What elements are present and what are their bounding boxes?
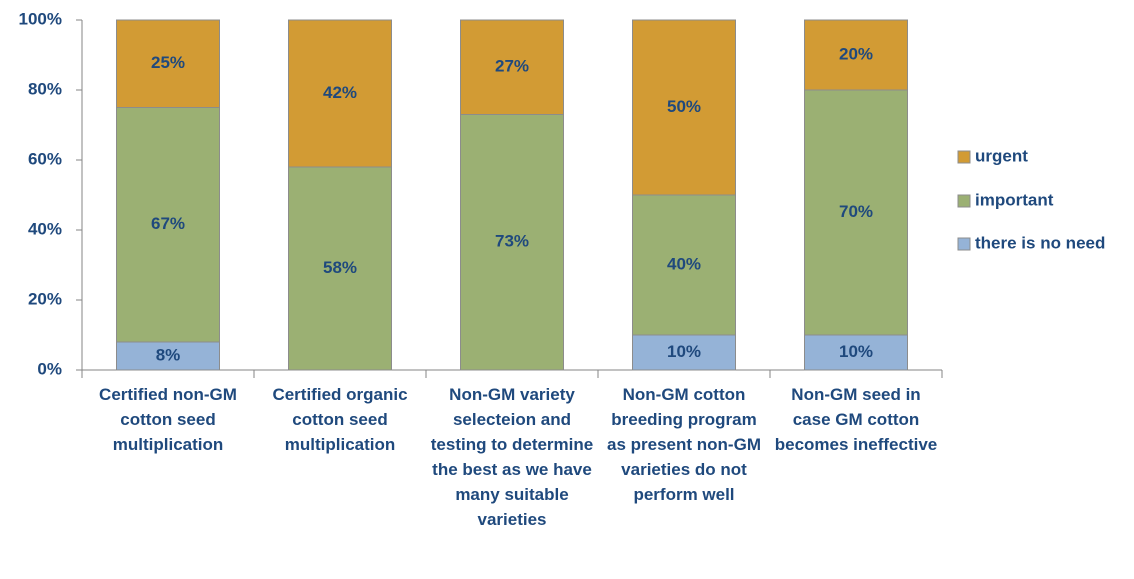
bar-segment xyxy=(632,19,736,196)
data-label: 50% xyxy=(667,97,701,116)
bar-segment xyxy=(116,107,220,343)
x-tick-label-line: Non-GM variety xyxy=(449,385,575,404)
x-tick-label-line: Non-GM cotton xyxy=(623,385,746,404)
data-label: 58% xyxy=(323,258,357,277)
bar-segment xyxy=(116,19,220,108)
x-tick-label: Certified organic cotton seed multiplicati… xyxy=(272,385,407,454)
x-tick-label-line: case GM cotton xyxy=(793,410,920,429)
x-tick-label-line: testing to determine xyxy=(431,435,593,454)
x-tick-label: Certified non-GM cotton seed multiplicatio… xyxy=(99,385,237,454)
x-tick-label-line: becomes ineffective xyxy=(775,435,938,454)
x-tick-label-line: perform well xyxy=(633,485,734,504)
bar-segment xyxy=(116,341,220,371)
x-tick-label-line: Certified non-GM xyxy=(99,385,237,404)
data-label: 10% xyxy=(667,342,701,361)
data-label: 42% xyxy=(323,83,357,102)
bar-segment xyxy=(804,19,908,91)
x-tick-label-line: the best as we have xyxy=(432,460,592,479)
bar-segment xyxy=(632,334,736,371)
x-tick-label-line: breeding program xyxy=(611,410,756,429)
data-label: 10% xyxy=(839,342,873,361)
x-tick-label: Non-GM cotton breeding program as present … xyxy=(607,385,761,504)
data-label: 20% xyxy=(839,44,873,63)
legend-swatch xyxy=(957,194,971,208)
legend-swatch xyxy=(957,150,971,164)
legend-swatch xyxy=(957,237,971,251)
y-tick-label: 20% xyxy=(28,289,62,308)
y-tick-label: 0% xyxy=(37,359,62,378)
x-tick-label-line: varieties do not xyxy=(621,460,747,479)
y-tick-label: 40% xyxy=(28,219,62,238)
data-label: 73% xyxy=(495,232,529,251)
x-tick-label-line: multiplication xyxy=(285,435,396,454)
bar-segment xyxy=(632,194,736,336)
bar-segment xyxy=(288,166,392,371)
x-tick-label-line: varieties xyxy=(478,510,547,529)
data-label: 8% xyxy=(156,345,181,364)
data-label: 27% xyxy=(495,57,529,76)
x-tick-label-line: Non-GM seed in xyxy=(791,385,920,404)
bar-segment xyxy=(460,114,564,371)
y-tick-label: 100% xyxy=(19,9,62,28)
x-tick-label-line: cotton seed xyxy=(120,410,215,429)
bar-segment xyxy=(804,334,908,371)
x-tick-label: Non-GM seed in case GM cotton becomes inef… xyxy=(775,385,938,454)
data-label: 70% xyxy=(839,202,873,221)
bar-segment xyxy=(804,89,908,336)
x-tick-label-line: many suitable xyxy=(455,485,568,504)
bar-segment xyxy=(288,19,392,168)
legend-label: there is no need xyxy=(975,233,1105,252)
x-tick-label-line: selecteion and xyxy=(453,410,571,429)
data-label: 67% xyxy=(151,214,185,233)
legend-label: urgent xyxy=(975,146,1028,165)
data-label: 40% xyxy=(667,254,701,273)
x-tick-label: Non-GM variety selecteion and testing to d… xyxy=(431,385,593,529)
x-tick-label-line: cotton seed xyxy=(292,410,387,429)
x-tick-label-line: multiplication xyxy=(113,435,224,454)
y-tick-label: 80% xyxy=(28,79,62,98)
x-tick-label-line: as present non-GM xyxy=(607,435,761,454)
x-tick-label-line: Certified organic xyxy=(272,385,407,404)
bar-segment xyxy=(460,19,564,115)
data-label: 25% xyxy=(151,53,185,72)
legend-label: important xyxy=(975,190,1054,209)
y-tick-label: 60% xyxy=(28,149,62,168)
